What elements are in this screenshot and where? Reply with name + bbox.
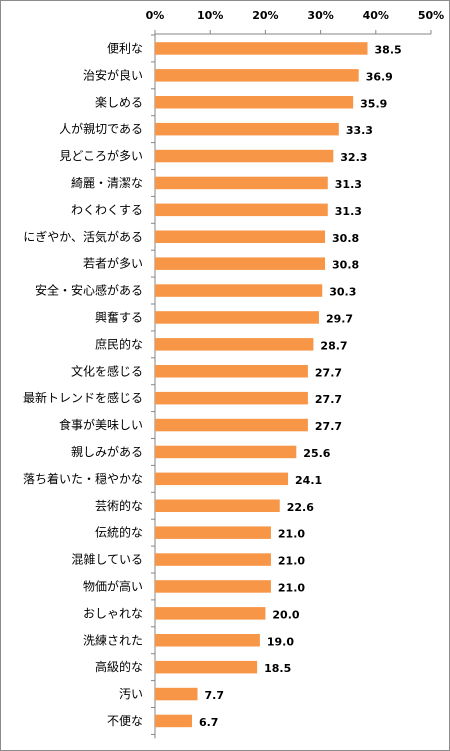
value-label: 38.5 — [375, 43, 402, 56]
x-tick-label: 50% — [418, 9, 444, 22]
value-label: 30.3 — [329, 286, 356, 299]
value-label: 27.7 — [315, 366, 342, 379]
value-label: 35.9 — [360, 97, 387, 110]
category-label: 見どころが多い — [59, 148, 143, 163]
bar — [155, 391, 308, 405]
category-label: 食事が美味しい — [59, 417, 143, 432]
value-label: 20.0 — [272, 608, 299, 621]
bar — [155, 687, 198, 701]
value-label: 19.0 — [267, 635, 294, 648]
bar — [155, 176, 328, 190]
value-label: 33.3 — [346, 124, 373, 137]
bar — [155, 257, 326, 270]
value-label: 21.0 — [278, 555, 305, 568]
category-label: わくわくする — [71, 203, 143, 217]
category-label: 不便な — [107, 714, 143, 728]
value-label: 36.9 — [366, 70, 393, 83]
category-label: 混雑している — [71, 552, 143, 567]
category-label: 物価が高い — [83, 578, 143, 593]
value-label: 31.3 — [335, 205, 362, 218]
bar — [155, 418, 308, 432]
bar — [155, 42, 368, 55]
category-label: 最新トレンドを感じる — [23, 390, 143, 405]
category-label: 楽しめる — [95, 95, 143, 109]
x-tick-label: 10% — [197, 9, 223, 22]
bar — [155, 284, 323, 297]
value-label: 21.0 — [278, 528, 305, 541]
category-label: 親しみがある — [71, 444, 143, 459]
category-label: 庶民的な — [95, 336, 143, 351]
bar — [155, 607, 266, 620]
value-label: 28.7 — [320, 339, 347, 352]
x-tick-label: 20% — [252, 9, 278, 22]
bar — [155, 96, 354, 109]
value-label: 27.7 — [315, 420, 342, 433]
value-label: 7.7 — [205, 689, 225, 702]
x-tick-label: 0% — [146, 9, 165, 22]
bar — [155, 714, 192, 728]
category-label: 若者が多い — [83, 256, 143, 271]
bar — [155, 634, 260, 647]
value-label: 32.3 — [340, 151, 367, 164]
category-label: 綺麗・清潔な — [71, 175, 143, 190]
category-label: 高級的な — [95, 659, 143, 674]
category-label: 文化を感じる — [71, 363, 143, 378]
bar — [155, 660, 258, 674]
bar — [155, 472, 289, 486]
category-label: 便利な — [107, 41, 143, 55]
bar — [155, 365, 308, 378]
bar — [155, 149, 334, 163]
category-label: おしゃれな — [83, 606, 143, 620]
category-label: 芸術的な — [95, 498, 143, 513]
category-label: 治安が良い — [83, 67, 143, 82]
value-label: 29.7 — [326, 312, 353, 325]
value-label: 31.3 — [335, 178, 362, 191]
bar — [155, 230, 326, 243]
value-label: 25.6 — [303, 447, 330, 460]
value-label: 21.0 — [278, 581, 305, 594]
category-label: 伝統的な — [95, 525, 143, 540]
bar — [155, 122, 339, 136]
bar — [155, 526, 271, 539]
bar — [155, 499, 280, 512]
bar — [155, 580, 271, 593]
bar — [155, 445, 297, 459]
category-label: 洗練された — [83, 633, 143, 647]
x-tick-label: 40% — [363, 9, 389, 22]
value-label: 30.8 — [332, 232, 359, 245]
bar — [155, 311, 319, 324]
value-label: 6.7 — [199, 716, 219, 729]
category-label: 落ち着いた・穏やかな — [23, 471, 143, 486]
bar — [155, 203, 328, 217]
bar — [155, 553, 271, 566]
category-label: にぎやか、活気がある — [23, 229, 143, 244]
value-label: 22.6 — [287, 501, 314, 514]
bar — [155, 69, 359, 82]
value-label: 30.8 — [332, 259, 359, 272]
category-label: 汚い — [119, 687, 143, 701]
value-label: 24.1 — [295, 474, 322, 487]
category-label: 人が親切である — [59, 121, 143, 136]
value-label: 18.5 — [264, 662, 291, 675]
bar — [155, 338, 314, 351]
category-label: 興奮する — [95, 309, 143, 324]
value-label: 27.7 — [315, 393, 342, 406]
category-label: 安全・安心感がある — [35, 283, 143, 298]
x-tick-label: 30% — [307, 9, 333, 22]
